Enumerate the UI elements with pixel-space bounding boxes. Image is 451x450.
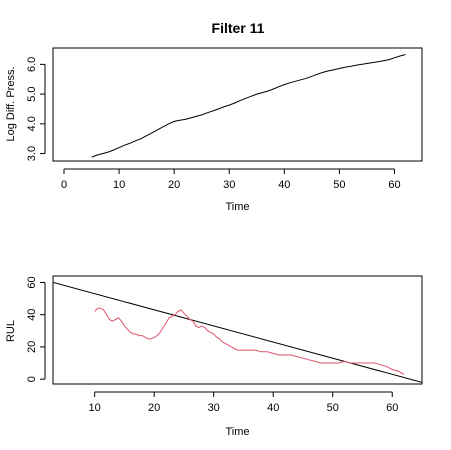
y-tick-label: 4.0 — [26, 116, 38, 131]
y-tick-label: 6.0 — [26, 57, 38, 72]
series-line-0 — [91, 54, 406, 158]
x-tick-label: 0 — [61, 179, 67, 191]
x-tick-label: 30 — [223, 179, 235, 191]
x-tick-label: 40 — [278, 179, 290, 191]
series-line-0 — [53, 281, 422, 383]
bottom-panel: 10 20 30 40 50 60 0 20 40 60 Time RUL — [5, 275, 423, 438]
y-tick-label: 60 — [26, 276, 38, 288]
plot-frame — [52, 275, 423, 385]
y-tick-label: 20 — [26, 341, 38, 353]
x-axis-title: Time — [225, 426, 249, 438]
chart-title: Filter 11 — [212, 20, 265, 36]
x-tick-label: 30 — [208, 402, 220, 414]
y-tick-label: 40 — [26, 309, 38, 321]
x-tick-label: 50 — [333, 179, 345, 191]
y-axis-title: RUL — [5, 320, 17, 342]
x-tick-label: 10 — [113, 179, 125, 191]
y-tick-label: 0 — [26, 376, 38, 382]
series-line-1 — [94, 307, 405, 375]
y-axis-title: Log Diff. Press. — [5, 67, 17, 142]
y-tick-label: 5.0 — [26, 86, 38, 101]
x-tick-label: 40 — [267, 402, 279, 414]
y-tick-label: 3.0 — [26, 146, 38, 161]
x-tick-label: 60 — [386, 402, 398, 414]
top-panel: 0 10 20 30 40 50 60 3.0 4.0 5.0 6.0 Time Log Diff. P… — [5, 47, 423, 213]
x-tick-label: 60 — [388, 179, 400, 191]
x-tick-label: 20 — [148, 402, 160, 414]
x-tick-label: 50 — [327, 402, 339, 414]
x-axis-title: Time — [225, 201, 249, 213]
x-tick-label: 20 — [168, 179, 180, 191]
x-tick-label: 10 — [89, 402, 101, 414]
plot-frame — [52, 47, 423, 162]
